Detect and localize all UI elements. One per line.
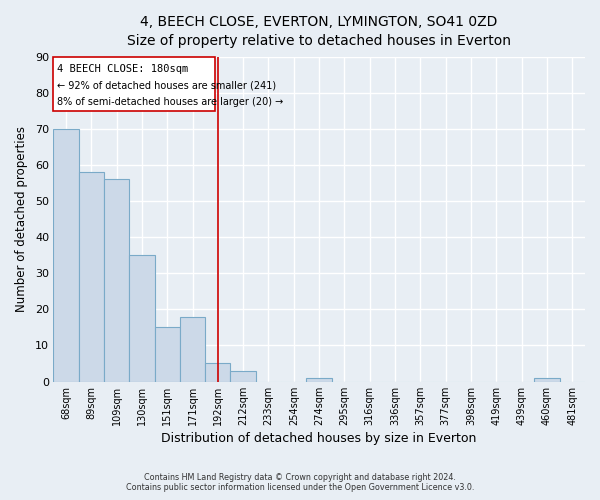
FancyBboxPatch shape [53,56,215,111]
Bar [230,370,256,382]
Bar [535,378,560,382]
Bar [205,364,230,382]
Y-axis label: Number of detached properties: Number of detached properties [15,126,28,312]
Text: Contains HM Land Registry data © Crown copyright and database right 2024.
Contai: Contains HM Land Registry data © Crown c… [126,473,474,492]
Bar [104,180,129,382]
Bar [129,255,155,382]
Text: 4 BEECH CLOSE: 180sqm: 4 BEECH CLOSE: 180sqm [57,64,188,74]
Bar [180,316,205,382]
Bar [155,328,180,382]
Text: ← 92% of detached houses are smaller (241): ← 92% of detached houses are smaller (24… [57,80,276,90]
Text: 8% of semi-detached houses are larger (20) →: 8% of semi-detached houses are larger (2… [57,96,283,106]
X-axis label: Distribution of detached houses by size in Everton: Distribution of detached houses by size … [161,432,477,445]
Bar [79,172,104,382]
Bar [307,378,332,382]
Bar [53,129,79,382]
Title: 4, BEECH CLOSE, EVERTON, LYMINGTON, SO41 0ZD
Size of property relative to detach: 4, BEECH CLOSE, EVERTON, LYMINGTON, SO41… [127,15,511,48]
